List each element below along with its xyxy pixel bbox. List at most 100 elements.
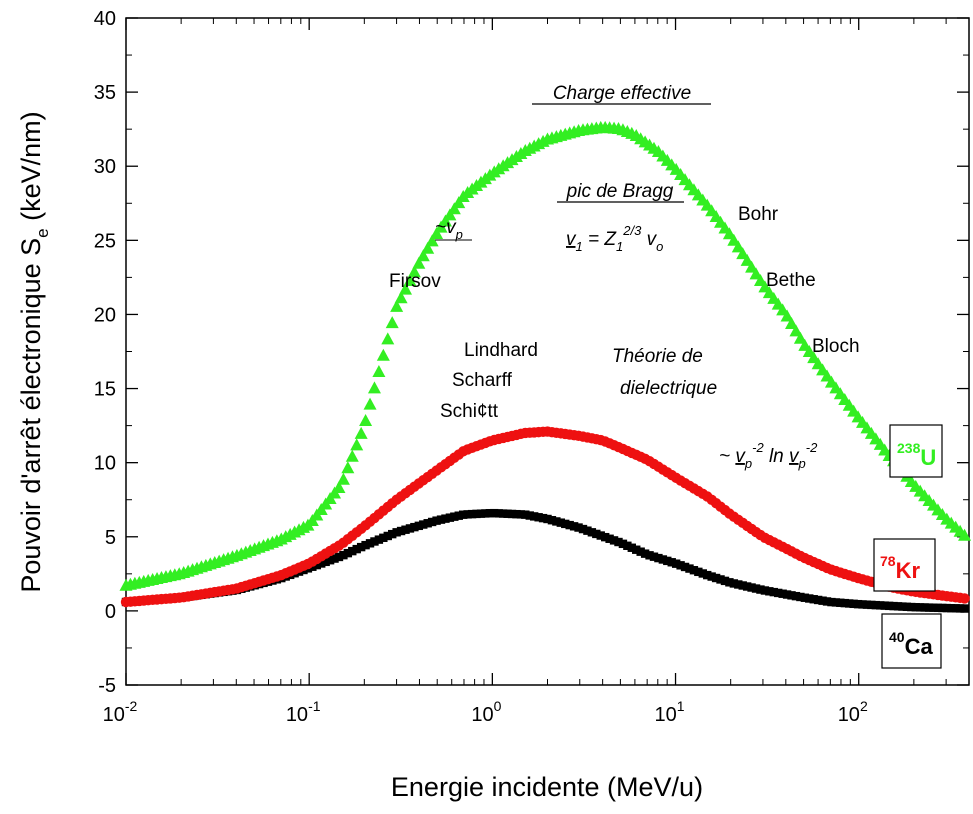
x-tick-base: 10 [103, 704, 125, 726]
u-data-point [341, 461, 355, 474]
ca-data-point [587, 528, 597, 537]
u-data-point [785, 316, 799, 329]
ca-data-point [729, 579, 739, 588]
u-data-point [403, 274, 417, 287]
anno-bragg-vo: v [647, 229, 658, 250]
u-data-point [363, 397, 377, 410]
ca-data-point [694, 567, 703, 577]
anno-scharff: Scharff [452, 370, 513, 391]
legend-u: 238U [889, 424, 943, 478]
ca-data-point [317, 559, 326, 568]
ca-data-point [534, 513, 543, 522]
ca-data-point [339, 550, 348, 560]
ca-data-point [831, 598, 841, 607]
u-data-point [372, 365, 386, 378]
y-axis-title-unit: (keV/nm) [16, 111, 46, 228]
u-data-point [407, 265, 421, 278]
anno-tilde-vp-main: ~v [435, 217, 457, 238]
ca-data-point [330, 554, 339, 563]
ca-data-point [609, 536, 619, 545]
ca-data-point [884, 601, 894, 611]
ca-data-point [388, 529, 397, 539]
anno-asymptotic: ~ vp-2 ln vp-2 [719, 440, 818, 471]
u-data-point [350, 438, 364, 451]
ca-data-point [827, 597, 836, 607]
ca-data-point [396, 526, 406, 536]
ca-data-point [898, 602, 907, 611]
ca-data-point [738, 581, 747, 590]
ca-data-point [876, 601, 885, 610]
ca-data-point [503, 509, 512, 518]
y-axis-title-main: Pouvoir d'arrêt électronique S [16, 238, 46, 593]
legend-u-main: U [920, 445, 936, 470]
ca-data-point [485, 508, 495, 518]
ca-data-point [432, 516, 441, 525]
ca-data-point [711, 573, 721, 583]
ca-data-point [529, 512, 539, 521]
ca-data-point [782, 590, 792, 599]
anno-bragg-eq: = [583, 229, 605, 250]
ca-data-point [849, 599, 858, 609]
ca-data-point [671, 559, 681, 568]
ca-data-point [352, 544, 361, 554]
ca-data-point [512, 509, 521, 519]
x-tick-base: 10 [838, 704, 860, 726]
x-tick-base: 10 [471, 704, 493, 726]
ca-data-point [769, 587, 778, 597]
ca-data-point [543, 514, 552, 524]
ca-data-point [796, 592, 805, 602]
ca-data-point [680, 562, 690, 572]
legend-kr-sup: 78 [880, 553, 896, 569]
anno-asym-sup: -2 [752, 440, 764, 455]
ca-data-point [871, 600, 881, 610]
u-data-point [399, 282, 413, 295]
anno-bohr: Bohr [738, 204, 779, 225]
ca-data-point [698, 569, 707, 578]
ca-data-point [933, 603, 943, 613]
ca-data-point [791, 591, 801, 601]
ca-data-point [889, 601, 898, 611]
ca-data-point [405, 524, 415, 533]
legend-kr-box [873, 538, 936, 592]
y-tick-label: 25 [94, 230, 116, 252]
anno-lindhard: Lindhard [464, 340, 538, 361]
u-data-point [376, 348, 390, 361]
legend-u-label: 238U [897, 440, 936, 470]
ca-data-point [840, 598, 849, 608]
ca-data-point [707, 572, 716, 581]
ca-data-point [450, 512, 459, 521]
anno-asym-sup2: -2 [806, 440, 818, 455]
ca-data-point [924, 603, 934, 612]
ca-data-point [663, 556, 672, 566]
ca-data-point [454, 511, 463, 520]
ca-data-point [902, 602, 912, 612]
ca-data-point [813, 595, 823, 605]
ca-data-point [920, 603, 929, 612]
u-data-point [394, 291, 408, 304]
ca-data-point [867, 600, 876, 610]
ca-data-point [862, 600, 872, 609]
ca-data-point [787, 591, 796, 600]
ca-data-point [365, 539, 375, 548]
ca-data-point [481, 509, 490, 518]
ca-data-point [521, 510, 530, 519]
ca-data-point [636, 547, 645, 556]
u-data-point [443, 208, 457, 221]
anno-theorie-1: Théorie de [612, 346, 703, 367]
ca-data-point [525, 511, 534, 520]
anno-bethe: Bethe [766, 270, 816, 291]
ca-data-point [955, 604, 965, 613]
ca-data-point [427, 517, 437, 527]
ca-data-point [614, 537, 623, 547]
x-tick-label: 10-2 [103, 698, 138, 726]
ca-data-point [538, 513, 548, 523]
ca-data-point [565, 520, 574, 530]
ca-data-point [472, 509, 481, 519]
ca-data-point [689, 566, 699, 575]
u-data-point [434, 220, 448, 233]
legend-kr-label: 78Kr [880, 553, 920, 583]
ca-data-point [818, 596, 827, 605]
ca-data-point [459, 510, 468, 519]
ca-data-point [463, 510, 472, 519]
